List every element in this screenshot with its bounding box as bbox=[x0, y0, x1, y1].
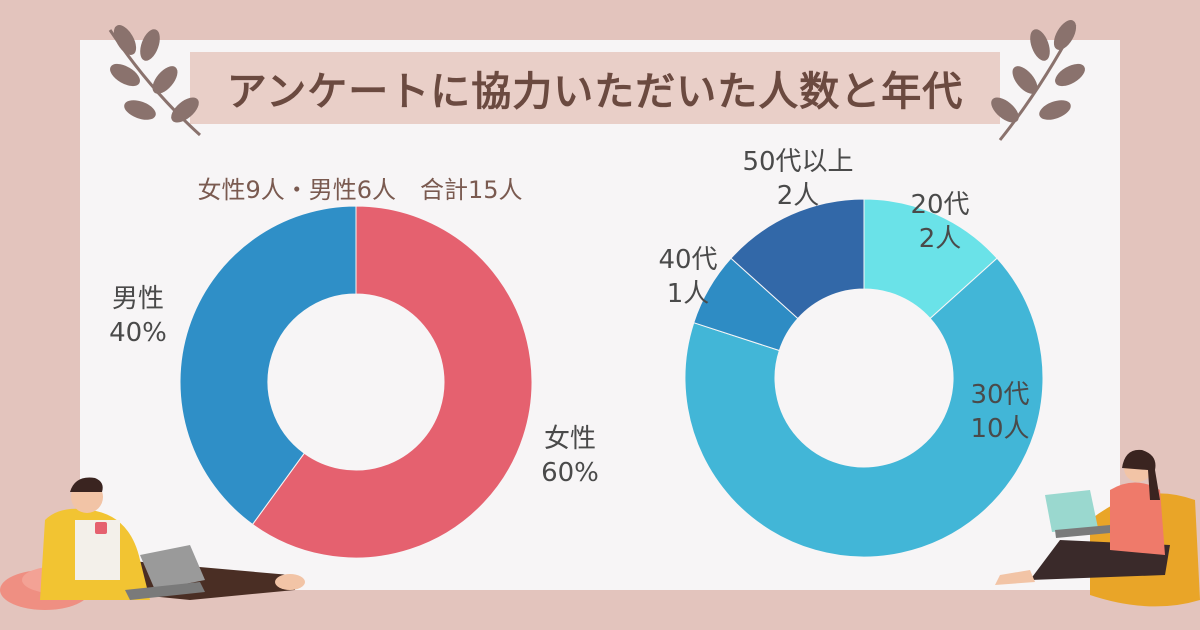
age50-slice-label-value: 2人 bbox=[776, 181, 820, 211]
female-slice-label-value: 60% bbox=[541, 458, 599, 488]
gender-summary-label: 女性9人・男性6人 合計15人 bbox=[197, 176, 523, 204]
donut-slice-30代 bbox=[684, 257, 1044, 558]
age20-slice-label-name: 20代 bbox=[910, 190, 970, 220]
age-donut-chart bbox=[684, 198, 1044, 558]
age20-slice-label: 20代 2人 bbox=[895, 188, 985, 256]
gender-donut-chart bbox=[179, 205, 533, 559]
age40-slice-label-name: 40代 bbox=[658, 245, 718, 275]
leaf-branch-right-icon bbox=[991, 20, 1085, 141]
female-slice-label: 女性 60% bbox=[530, 422, 610, 490]
age50-slice-label: 50代以上 2人 bbox=[728, 145, 868, 213]
leaf-branch-left-icon bbox=[108, 25, 202, 137]
male-slice-label-name: 男性 bbox=[111, 284, 164, 314]
donut-slice-女性 bbox=[251, 205, 533, 559]
age50-slice-label-name: 50代以上 bbox=[742, 147, 854, 177]
age30-slice-label-value: 10人 bbox=[970, 414, 1030, 444]
donut-slice-50代以上 bbox=[730, 198, 865, 320]
male-slice-label: 男性 40% bbox=[98, 282, 178, 350]
age20-slice-label-value: 2人 bbox=[918, 224, 962, 254]
age30-slice-label: 30代 10人 bbox=[955, 378, 1045, 446]
page-title: アンケートに協力いただいた人数と年代 bbox=[226, 69, 964, 115]
male-slice-label-value: 40% bbox=[109, 318, 167, 348]
man-with-laptop-illustration bbox=[0, 477, 305, 610]
female-slice-label-name: 女性 bbox=[543, 424, 596, 454]
donut-slice-男性 bbox=[179, 205, 357, 526]
age40-slice-label-value: 1人 bbox=[666, 279, 710, 309]
age30-slice-label-name: 30代 bbox=[970, 380, 1030, 410]
age40-slice-label: 40代 1人 bbox=[643, 243, 733, 311]
title-banner bbox=[190, 52, 1000, 124]
woman-on-beanbag-illustration bbox=[995, 449, 1200, 607]
